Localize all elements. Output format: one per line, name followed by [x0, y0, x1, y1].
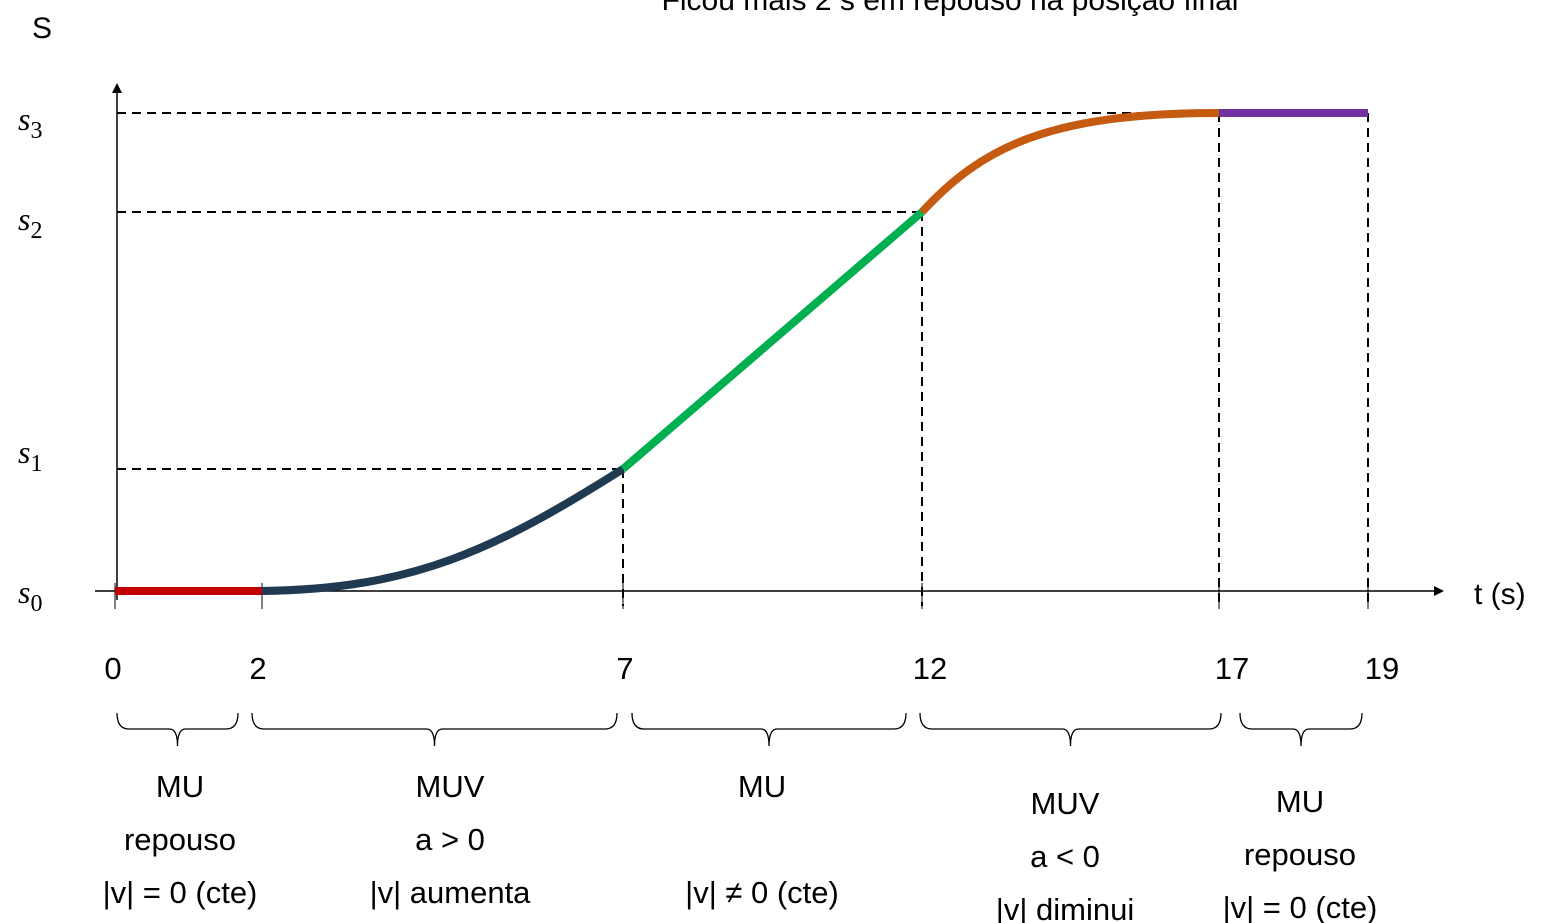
annotation-line: MUV — [1031, 786, 1100, 821]
annotation-line: |v| = 0 (cte) — [103, 875, 258, 910]
annotation-line: a < 0 — [1030, 839, 1100, 874]
x-tick-label: 7 — [616, 651, 633, 686]
annotation-line: MUV — [416, 769, 485, 804]
x-tick-label: 17 — [1215, 651, 1249, 686]
interval-brace-1 — [116, 712, 239, 747]
interval-brace-3 — [631, 712, 907, 747]
x-axis-label: t (s) — [1474, 578, 1526, 611]
annotation-line: repouso — [1244, 837, 1356, 872]
position-curve — [115, 109, 1368, 595]
annotation-line: |v| ≠ 0 (cte) — [685, 875, 839, 910]
annotation-line: MU — [738, 769, 786, 804]
y-labels: s0 s1 s2 s3 — [18, 101, 42, 617]
interval-annotations: MU repouso |v| = 0 (cte) MUV a > 0 |v| aument… — [103, 769, 1378, 923]
annotation-line: a > 0 — [415, 822, 485, 857]
curve-segment-4 — [919, 109, 1220, 215]
interval-brace-2 — [251, 712, 618, 747]
x-tick-label: 19 — [1365, 651, 1399, 686]
y-label-s3: s3 — [18, 101, 42, 144]
annotation-line: MU — [156, 769, 204, 804]
y-label-s0: s0 — [18, 574, 42, 617]
curve-segment-2 — [261, 465, 626, 595]
interval-brace-5 — [1239, 712, 1363, 747]
annotation-line: |v| = 0 (cte) — [1223, 890, 1378, 923]
y-label-s1: s1 — [18, 434, 42, 477]
x-tick-label: 2 — [249, 651, 266, 686]
annotation-line: |v| diminui — [996, 892, 1134, 923]
interval-brace-4 — [919, 712, 1222, 747]
x-tick-label: 12 — [913, 651, 947, 686]
chart-title: Ficou mais 2 s em repouso na posição fin… — [662, 0, 1239, 17]
guide-lines — [114, 112, 1369, 609]
annotation-line: MU — [1276, 784, 1324, 819]
y-axis-label: S — [32, 12, 52, 45]
annotation-line: repouso — [124, 822, 236, 857]
interval-braces — [116, 712, 1363, 747]
y-label-s2: s2 — [18, 201, 42, 244]
x-tick-label: 0 — [104, 651, 121, 686]
annotation-line: |v| aumenta — [370, 875, 532, 910]
x-tick-labels: 0 2 7 12 17 19 — [104, 651, 1399, 686]
curve-segment-3 — [620, 208, 925, 473]
